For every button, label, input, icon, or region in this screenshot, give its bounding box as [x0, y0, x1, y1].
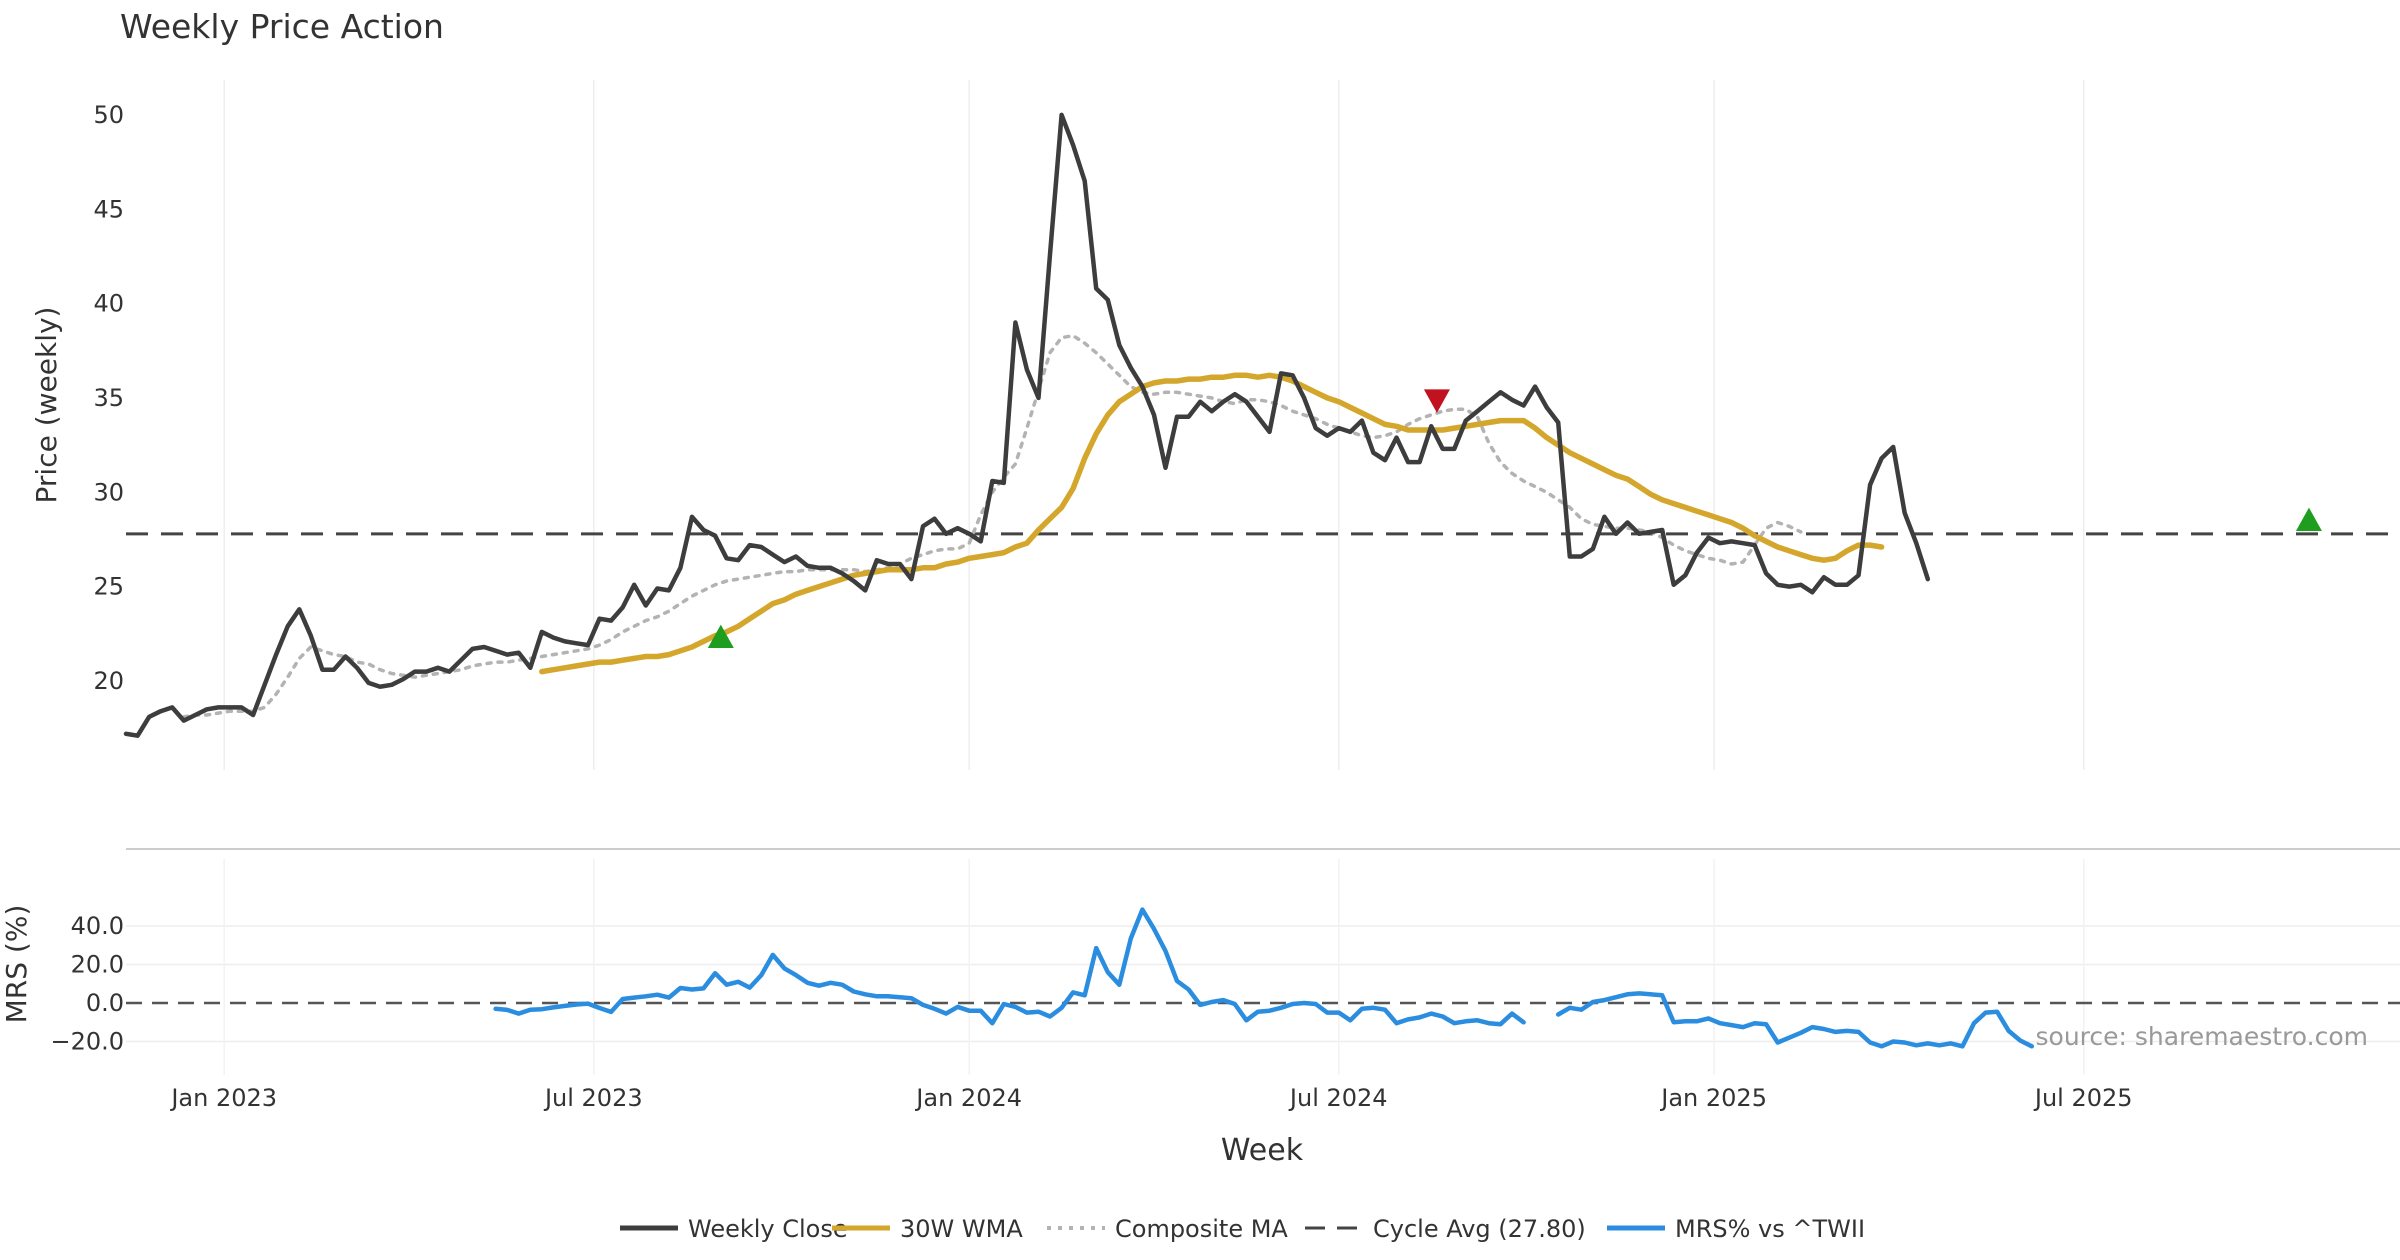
legend-label: Weekly Close — [688, 1215, 848, 1243]
legend-label: Composite MA — [1115, 1215, 1288, 1243]
x-axis-tick-labels: Jan 2023 Jul 2023 Jan 2024 Jul 2024 Jan 2025… — [169, 1084, 2132, 1112]
price-y-tick-label: 50 — [93, 101, 124, 129]
signal-markers — [707, 389, 2322, 648]
legend-label: 30W WMA — [900, 1215, 1023, 1243]
price-y-tick-label: 45 — [93, 195, 124, 223]
mrs-line-segment — [493, 907, 1526, 1027]
source-annotation: source: sharemaestro.com — [2036, 1022, 2369, 1051]
x-tick-label: Jan 2025 — [1659, 1084, 1767, 1112]
legend-label: MRS% vs ^TWII — [1675, 1215, 1865, 1243]
price-y-tick-label: 20 — [93, 667, 124, 695]
legend-label: Cycle Avg (27.80) — [1373, 1215, 1586, 1243]
legend-item: MRS% vs ^TWII — [1607, 1215, 1865, 1243]
buy-signal-marker — [2295, 507, 2322, 532]
price-y-tick-label: 40 — [93, 290, 124, 318]
x-axis-label: Week — [1221, 1133, 1304, 1168]
30w-wma-line — [539, 372, 1885, 675]
x-tick-label: Jul 2023 — [543, 1084, 643, 1112]
weekly-close-line — [123, 112, 1931, 738]
legend-item: 30W WMA — [832, 1215, 1023, 1243]
price-gridlines — [223, 80, 2085, 770]
chart-title: Weekly Price Action — [120, 7, 444, 46]
x-tick-label: Jan 2023 — [169, 1084, 277, 1112]
price-y-tick-label: 25 — [93, 573, 124, 601]
mrs-line-segment — [1555, 991, 2035, 1049]
mrs-series — [493, 907, 2035, 1049]
legend-item: Composite MA — [1047, 1215, 1288, 1243]
price-y-axis-label: Price (weekly) — [30, 307, 63, 504]
composite-ma-line — [182, 333, 1803, 719]
mrs-y-tick-label: 20.0 — [71, 951, 124, 979]
price-y-axis-ticks: 20 25 30 35 40 45 50 — [93, 101, 124, 695]
legend: Weekly Close 30W WMA Composite MA Cycle Avg… — [620, 1215, 1865, 1243]
price-series — [123, 112, 1931, 738]
buy-signal-marker — [707, 624, 734, 648]
mrs-y-axis-label: MRS (%) — [0, 905, 33, 1024]
mrs-y-tick-label: 40.0 — [71, 912, 124, 940]
legend-item: Weekly Close — [620, 1215, 848, 1243]
mrs-y-tick-label: −20.0 — [50, 1028, 124, 1056]
x-tick-label: Jul 2025 — [2033, 1084, 2133, 1112]
x-tick-label: Jul 2024 — [1288, 1084, 1388, 1112]
x-tick-label: Jan 2024 — [914, 1084, 1022, 1112]
mrs-y-tick-label: 0.0 — [86, 989, 124, 1017]
mrs-y-axis-ticks: 40.0 20.0 0.0 −20.0 — [50, 912, 124, 1056]
legend-item: Cycle Avg (27.80) — [1305, 1215, 1586, 1243]
price-y-tick-label: 35 — [93, 384, 124, 412]
sell-signal-marker — [1423, 389, 1450, 413]
price-y-tick-label: 30 — [93, 478, 124, 506]
